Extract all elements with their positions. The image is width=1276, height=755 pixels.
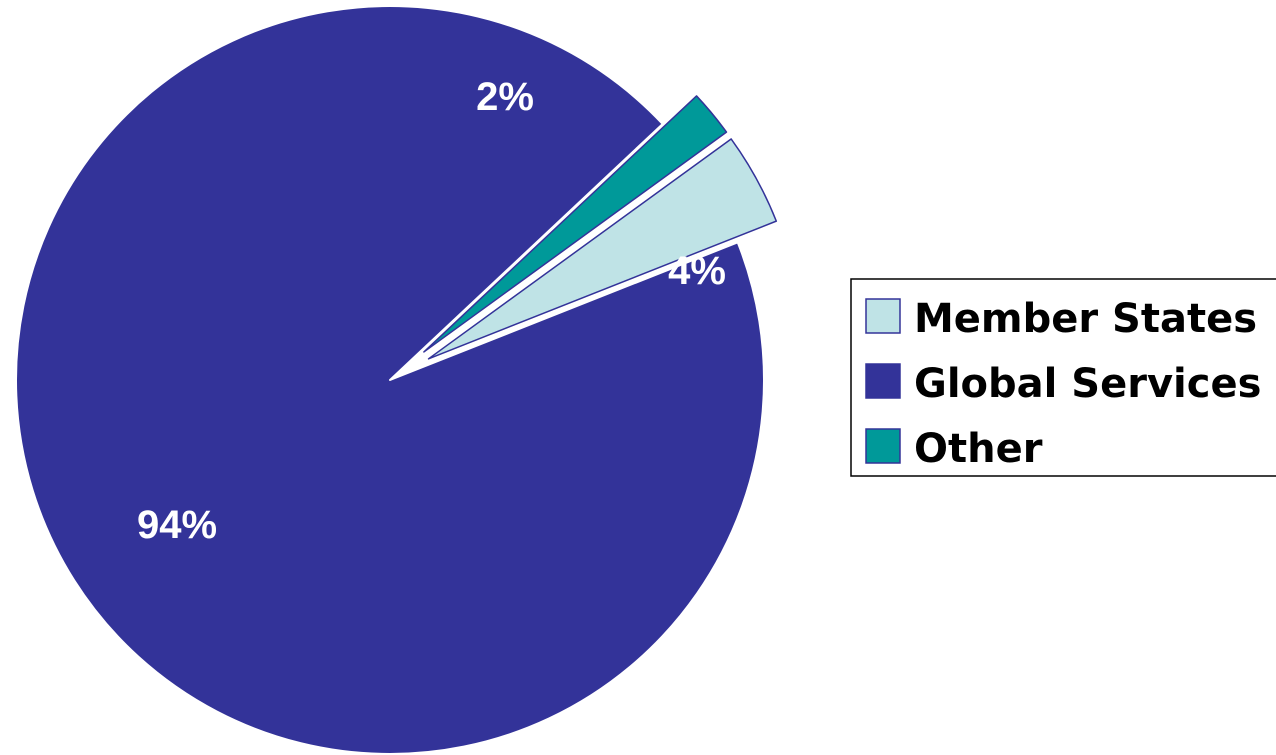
slice-label-member-states: 4% [668, 249, 726, 293]
slice-labels: 4% 94% 2% [137, 75, 726, 547]
pie-slices [15, 5, 778, 755]
legend-label-other: Other [914, 426, 1043, 472]
legend-label-global-services: Global Services [914, 361, 1261, 407]
pie-slice-member-states [427, 138, 778, 360]
slice-label-other: 2% [476, 75, 534, 119]
legend-swatch-global-services [865, 363, 901, 399]
pie-slice-other [423, 95, 728, 353]
legend: Member States Global Services Other [850, 278, 1276, 477]
pie-slice-global-services [15, 5, 765, 755]
legend-frame [850, 278, 1276, 477]
legend-swatch-other [865, 428, 901, 464]
legend-swatch-member-states [865, 298, 901, 334]
slice-label-global-services: 94% [137, 503, 217, 547]
legend-label-member-states: Member States [914, 296, 1257, 342]
